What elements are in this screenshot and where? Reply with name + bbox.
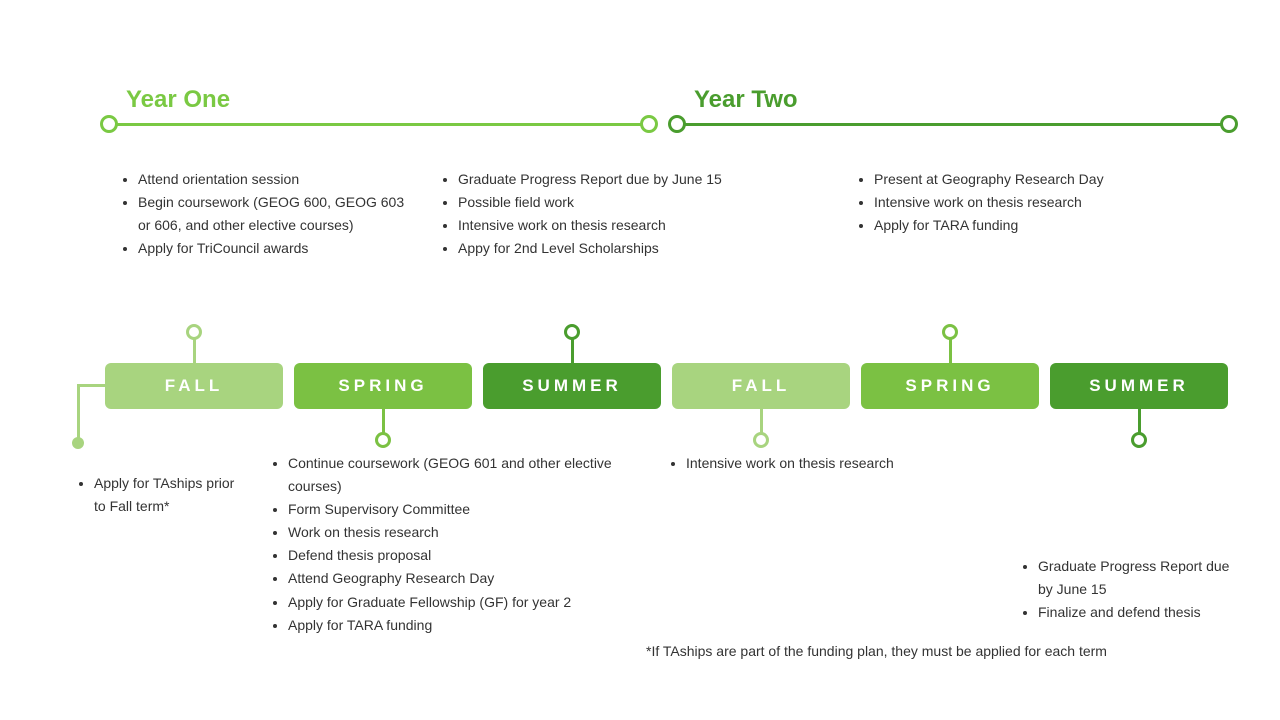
year-one-bar-end-circle [640, 115, 658, 133]
pre-fall-elbow [77, 384, 105, 442]
term-fall-2: FALL [672, 363, 850, 409]
connector-y2-summer-bot-circle [1131, 432, 1147, 448]
term-spring-2: SPRING [861, 363, 1039, 409]
list-item: Attend orientation session [138, 168, 418, 191]
y2-summer-bottom-list: Graduate Progress Report due by June 15F… [1018, 555, 1248, 624]
list-item: Present at Geography Research Day [874, 168, 1164, 191]
connector-y1-spring-bot-circle [375, 432, 391, 448]
footnote: *If TAships are part of the funding plan… [646, 643, 1107, 659]
list-item: Begin coursework (GEOG 600, GEOG 603 or … [138, 191, 418, 237]
y1-spring-bottom-list: Continue coursework (GEOG 601 and other … [268, 452, 628, 637]
list-item: Apply for TriCouncil awards [138, 237, 418, 260]
year-two-title: Year Two [694, 86, 798, 114]
list-item: Work on thesis research [288, 521, 628, 544]
list-item: Apply for Graduate Fellowship (GF) for y… [288, 591, 628, 614]
connector-y1-fall-top [193, 337, 196, 363]
connector-y2-spring-top-circle [942, 324, 958, 340]
list-item: Continue coursework (GEOG 601 and other … [288, 452, 628, 498]
year-one-title: Year One [126, 86, 230, 114]
year-one-bar [108, 123, 648, 126]
y1-fall-list: Attend orientation sessionBegin coursewo… [118, 168, 418, 260]
list-item: Intensive work on thesis research [458, 214, 748, 237]
list-item: Defend thesis proposal [288, 544, 628, 567]
year-two-bar-end-circle [1220, 115, 1238, 133]
connector-y1-fall-top-circle [186, 324, 202, 340]
connector-y1-summer-top-circle [564, 324, 580, 340]
year-one-bar-start-circle [100, 115, 118, 133]
year-two-bar-start-circle [668, 115, 686, 133]
list-item: Intensive work on thesis research [686, 452, 966, 475]
term-fall-1: FALL [105, 363, 283, 409]
y1-summer-list: Graduate Progress Report due by June 15P… [438, 168, 748, 260]
y2-spring-list: Present at Geography Research DayIntensi… [854, 168, 1164, 237]
list-item: Graduate Progress Report due by June 15 [458, 168, 748, 191]
list-item: Intensive work on thesis research [874, 191, 1164, 214]
list-item: Possible field work [458, 191, 748, 214]
term-summer-2: SUMMER [1050, 363, 1228, 409]
pre-fall-list: Apply for TAships prior to Fall term* [74, 472, 244, 518]
list-item: Apply for TARA funding [288, 614, 628, 637]
connector-y2-spring-top [949, 337, 952, 363]
list-item: Graduate Progress Report due by June 15 [1038, 555, 1248, 601]
list-item: Form Supervisory Committee [288, 498, 628, 521]
term-spring-1: SPRING [294, 363, 472, 409]
y2-fall-bottom-list: Intensive work on thesis research [666, 452, 966, 475]
connector-y2-fall-bot-circle [753, 432, 769, 448]
term-summer-1: SUMMER [483, 363, 661, 409]
list-item: Finalize and defend thesis [1038, 601, 1248, 624]
list-item: Apply for TARA funding [874, 214, 1164, 237]
pre-fall-dot [72, 437, 84, 449]
list-item: Appy for 2nd Level Scholarships [458, 237, 748, 260]
year-two-bar [676, 123, 1228, 126]
list-item: Attend Geography Research Day [288, 567, 628, 590]
list-item: Apply for TAships prior to Fall term* [94, 472, 244, 518]
connector-y1-summer-top [571, 337, 574, 363]
